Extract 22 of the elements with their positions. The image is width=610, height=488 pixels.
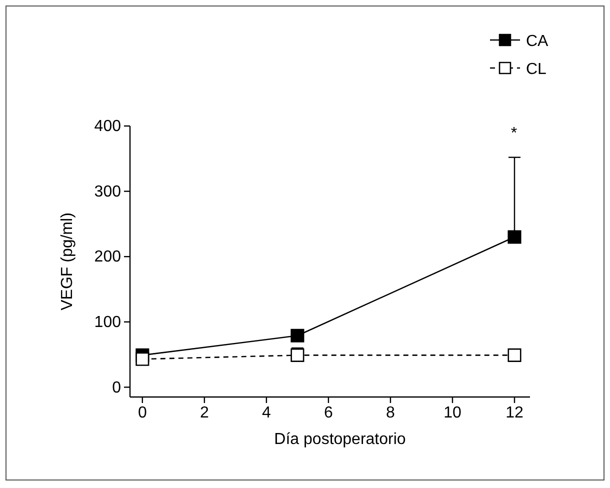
point xyxy=(290,348,304,362)
annotation: * xyxy=(510,125,518,142)
y-tick-label: 100 xyxy=(94,314,122,332)
x-tick-label: 10 xyxy=(444,404,462,422)
legend-label: CA xyxy=(526,33,549,50)
x-tick-label: 0 xyxy=(138,404,147,422)
x-axis-title: Día postoperatorio xyxy=(274,431,406,448)
x-tick-label: 4 xyxy=(262,404,271,422)
x-tick-label: 2 xyxy=(200,404,209,422)
x-tick-label: 12 xyxy=(506,404,524,422)
point xyxy=(290,328,304,342)
y-axis-title: VEGF (pg/ml) xyxy=(59,212,76,310)
point xyxy=(508,348,522,362)
point xyxy=(508,230,522,244)
y-tick-label: 300 xyxy=(94,183,122,200)
point xyxy=(136,352,150,366)
x-tick-label: 8 xyxy=(386,404,396,422)
legend-label: CL xyxy=(526,61,547,78)
y-tick-label: 0 xyxy=(112,379,122,396)
y-tick-label: 200 xyxy=(94,248,122,266)
x-tick-label: 6 xyxy=(324,404,333,422)
y-tick-label: 400 xyxy=(94,118,122,136)
